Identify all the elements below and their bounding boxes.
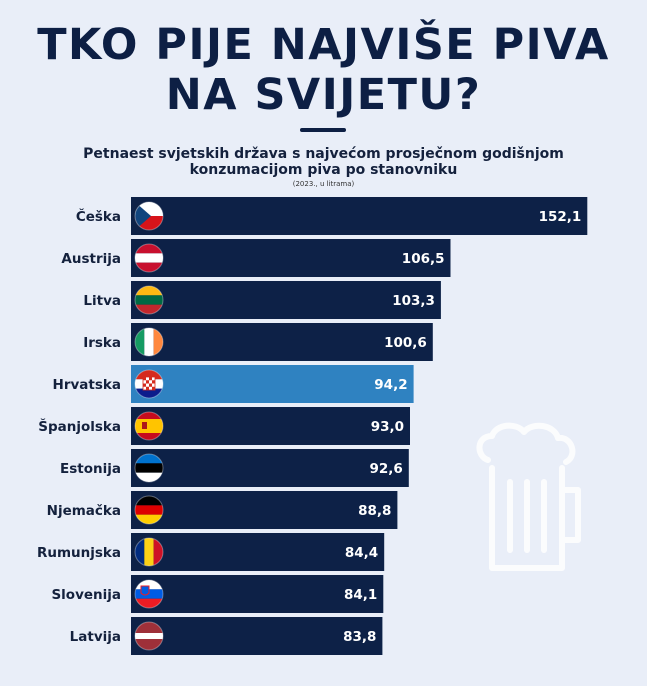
flag-romania-icon <box>135 538 163 566</box>
category-label: Litva <box>83 293 121 309</box>
category-label: Rumunjska <box>37 545 121 561</box>
bar-czechia <box>131 197 588 235</box>
chart-subtitle-line-1: Petnaest svjetskih država s najvećom pro… <box>83 146 564 162</box>
bar-slovenia <box>131 575 384 613</box>
title-divider <box>300 128 346 132</box>
bar-austria <box>131 239 451 277</box>
category-label: Austrija <box>61 251 121 267</box>
category-label: Irska <box>83 335 121 351</box>
chart-subtitle-line-2: konzumacijom piva po stanovniku <box>189 162 458 178</box>
bar-spain <box>131 407 410 445</box>
category-label: Latvija <box>70 629 121 645</box>
flag-czechia-icon <box>135 202 163 230</box>
flag-austria-icon <box>135 244 163 272</box>
flag-estonia-icon <box>135 454 163 482</box>
flag-germany-icon <box>135 496 163 524</box>
bar-lithuania <box>131 281 441 319</box>
value-label: 84,4 <box>345 545 378 561</box>
category-label: Estonija <box>60 461 121 477</box>
bar-ireland <box>131 323 433 361</box>
flag-latvia-icon <box>135 622 163 650</box>
flag-ireland-icon <box>135 328 163 356</box>
flag-lithuania-icon <box>135 286 163 314</box>
page-title-line-1: TKO PIJE NAJVIŠE PIVA <box>37 20 610 70</box>
flag-spain-icon <box>135 412 163 440</box>
flag-croatia-icon <box>135 370 163 398</box>
category-label: Njemačka <box>47 503 121 519</box>
value-label: 100,6 <box>384 335 427 351</box>
category-label: Češka <box>76 207 121 225</box>
value-label: 88,8 <box>358 503 391 519</box>
category-label: Španjolska <box>38 417 121 435</box>
bar-romania <box>131 533 385 571</box>
category-label: Hrvatska <box>53 377 121 393</box>
value-label: 92,6 <box>369 461 402 477</box>
value-label: 83,8 <box>343 629 376 645</box>
flag-slovenia-icon <box>135 580 163 608</box>
bar-croatia <box>131 365 414 403</box>
value-label: 84,1 <box>344 587 377 603</box>
bar-estonia <box>131 449 409 487</box>
category-label: Slovenija <box>51 587 121 603</box>
value-label: 93,0 <box>371 419 404 435</box>
bar-latvia <box>131 617 383 655</box>
page-title-line-2: NA SVIJETU? <box>165 70 482 120</box>
chart-unit-note: (2023., u litrama) <box>292 180 355 188</box>
value-label: 94,2 <box>374 377 407 393</box>
value-label: 106,5 <box>402 251 445 267</box>
beer-mug-icon <box>476 422 581 571</box>
value-label: 152,1 <box>539 209 582 225</box>
value-label: 103,3 <box>392 293 435 309</box>
bar-germany <box>131 491 398 529</box>
